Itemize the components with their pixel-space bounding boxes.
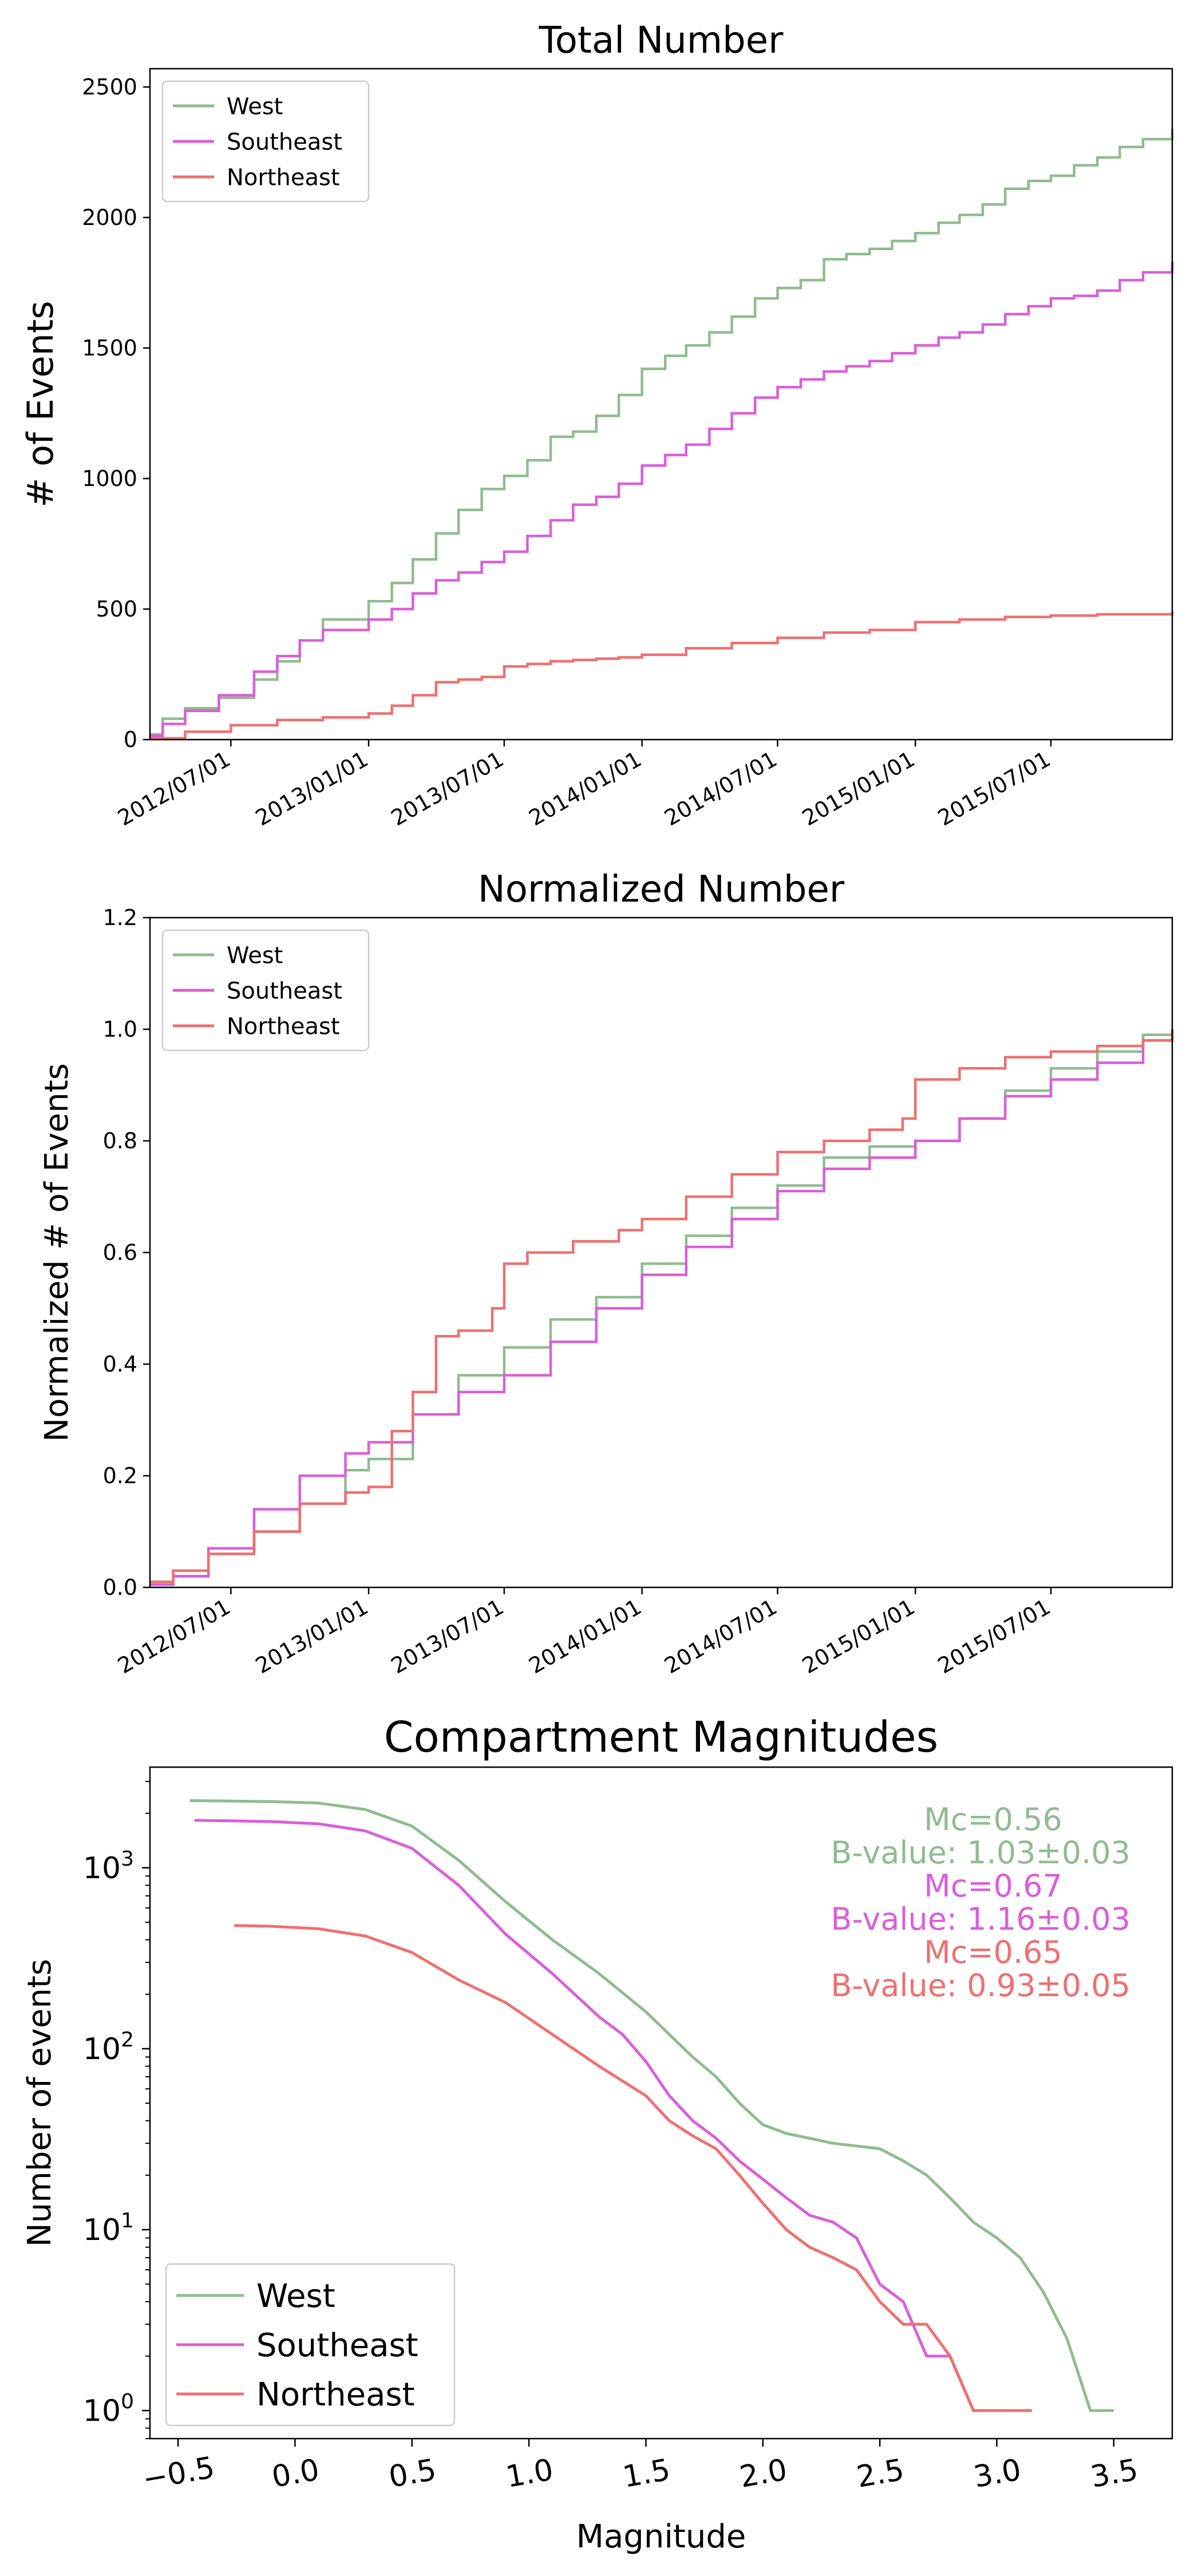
y-tick-label: 100: [83, 2390, 134, 2428]
legend: [161, 929, 370, 1052]
x-tick-label: 2015/07/01: [934, 1594, 1055, 1679]
legend-label-northeast: Northeast: [227, 164, 340, 191]
x-tick-label: 3.0: [971, 2453, 1024, 2495]
x-tick-label: −0.5: [140, 2451, 218, 2497]
series-line-northeast: [150, 1029, 1174, 1583]
chart-panel-normalized-number: Normalized Number Normalized # of Events 0…: [38, 868, 1174, 1679]
legend-label-southeast: Southeast: [227, 129, 342, 155]
y-tick-label: 500: [96, 596, 137, 622]
x-tick-label: 2.5: [854, 2453, 907, 2495]
x-tick-label: 2013/01/01: [251, 1594, 373, 1679]
x-tick-label: 2013/01/01: [251, 746, 373, 831]
x-axis-label: Magnitude: [576, 2518, 746, 2555]
y-tick-label: 0.4: [103, 1352, 137, 1377]
legend-label-southeast: Southeast: [256, 2327, 418, 2364]
plot-frame: [149, 68, 1173, 741]
x-tick-label: 3.5: [1088, 2453, 1141, 2495]
series-line-southeast: [194, 1819, 997, 2412]
y-axis-label: Normalized # of Events: [38, 1063, 76, 1441]
legend-label-southeast: Southeast: [227, 978, 342, 1004]
x-tick-label: 2015/01/01: [798, 746, 919, 831]
legend: [161, 80, 370, 203]
legend-label-northeast: Northeast: [256, 2376, 415, 2413]
y-tick-label: 102: [83, 2028, 134, 2067]
x-tick-label: 1.0: [503, 2453, 556, 2495]
y-tick-label: 1.0: [103, 1017, 137, 1042]
x-tick-label: 0.5: [386, 2453, 439, 2495]
y-tick-label: 0.8: [103, 1128, 137, 1153]
chart-title: Compartment Magnitudes: [384, 1713, 938, 1762]
y-tick-label: 2500: [82, 74, 137, 100]
annotation-1: B-value: 1.03±0.03: [831, 1835, 1130, 1871]
legend-label-west: West: [256, 2278, 335, 2315]
x-tick-label: 2012/07/01: [113, 1594, 235, 1679]
annotation-0: Mc=0.56: [924, 1801, 1062, 1838]
series-line-southeast: [150, 1029, 1174, 1586]
y-tick-label: 0.0: [103, 1575, 137, 1600]
y-tick-label: 101: [83, 2209, 134, 2247]
x-tick-label: 2015/01/01: [798, 1594, 919, 1679]
annotation-5: B-value: 0.93±0.05: [831, 1967, 1130, 2004]
x-tick-label: 2012/07/01: [113, 746, 235, 831]
y-tick-label: 1.2: [103, 905, 137, 930]
y-tick-label: 1000: [82, 466, 137, 491]
series-line-southeast: [150, 262, 1174, 737]
chart-title: Total Number: [539, 19, 784, 62]
x-tick-label: 2014/07/01: [660, 746, 781, 831]
y-tick-label: 0: [124, 727, 137, 752]
x-tick-label: 1.5: [620, 2453, 673, 2495]
annotation-2: Mc=0.67: [924, 1868, 1062, 1904]
plot-frame: [149, 1766, 1173, 2440]
plot-frame: [149, 916, 1173, 1589]
series-line-west: [150, 1029, 1174, 1586]
chart-panel-total-number: Total Number # of Events 0 500 1000 1500 2000 2…: [19, 19, 1174, 831]
x-tick-label: 2.0: [737, 2453, 790, 2495]
legend-label-west: West: [227, 942, 283, 969]
legend-label-northeast: Northeast: [227, 1013, 340, 1040]
y-tick-label: 1500: [82, 335, 137, 361]
series-line-northeast: [234, 1924, 1032, 2412]
y-tick-label: 103: [83, 1847, 134, 1886]
legend-label-west: West: [227, 93, 283, 120]
series-line-west: [189, 1799, 1114, 2412]
y-tick-label: 2000: [82, 205, 137, 230]
annotation-4: Mc=0.65: [924, 1934, 1062, 1970]
x-tick-label: 2014/07/01: [660, 1594, 781, 1679]
chart-panel-compartment-magnitudes: Compartment Magnitudes Number of events Ma…: [21, 1713, 1173, 2555]
series-line-northeast: [150, 611, 1174, 740]
x-tick-label: 0.0: [270, 2453, 322, 2495]
x-tick-label: 2014/01/01: [524, 1594, 646, 1679]
chart-title: Normalized Number: [478, 868, 845, 911]
y-axis-label: Number of events: [21, 1959, 58, 2247]
y-axis-label: # of Events: [19, 301, 61, 507]
x-tick-label: 2013/07/01: [387, 1594, 508, 1679]
series-line-west: [150, 128, 1174, 736]
x-tick-label: 2015/07/01: [934, 746, 1055, 831]
x-tick-label: 2013/07/01: [387, 746, 508, 831]
annotation-3: B-value: 1.16±0.03: [831, 1901, 1130, 1937]
legend: [165, 2263, 456, 2427]
x-tick-label: 2014/01/01: [524, 746, 646, 831]
y-tick-label: 0.6: [103, 1240, 137, 1265]
y-tick-label: 0.2: [103, 1463, 137, 1488]
